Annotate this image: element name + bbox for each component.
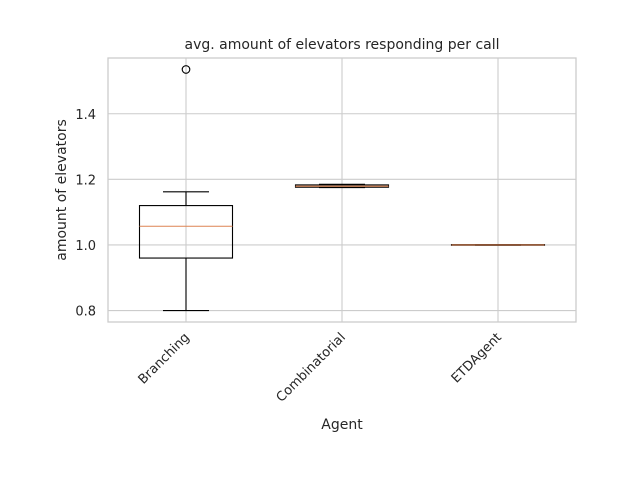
y-tick-label: 1.4 xyxy=(75,108,96,123)
y-tick-label: 1.2 xyxy=(75,173,96,188)
iqr-box xyxy=(138,205,234,259)
box-etdagent xyxy=(450,244,546,246)
y-tick-label: 0.8 xyxy=(75,305,96,320)
chart-title: avg. amount of elevators responding per … xyxy=(184,37,499,53)
outlier-point xyxy=(181,65,191,74)
box-group xyxy=(138,65,546,312)
plot-border xyxy=(107,57,577,323)
y-tick-labels: 0.8 1.0 1.2 1.4 xyxy=(75,108,96,320)
x-axis-label: Agent xyxy=(321,417,363,433)
y-tick-label: 1.0 xyxy=(75,239,96,254)
box-combinatorial xyxy=(294,183,390,189)
grid-lines xyxy=(108,58,576,322)
box-branching xyxy=(138,65,234,312)
y-axis-label: amount of elevators xyxy=(54,119,70,261)
plot-frame xyxy=(107,57,577,323)
